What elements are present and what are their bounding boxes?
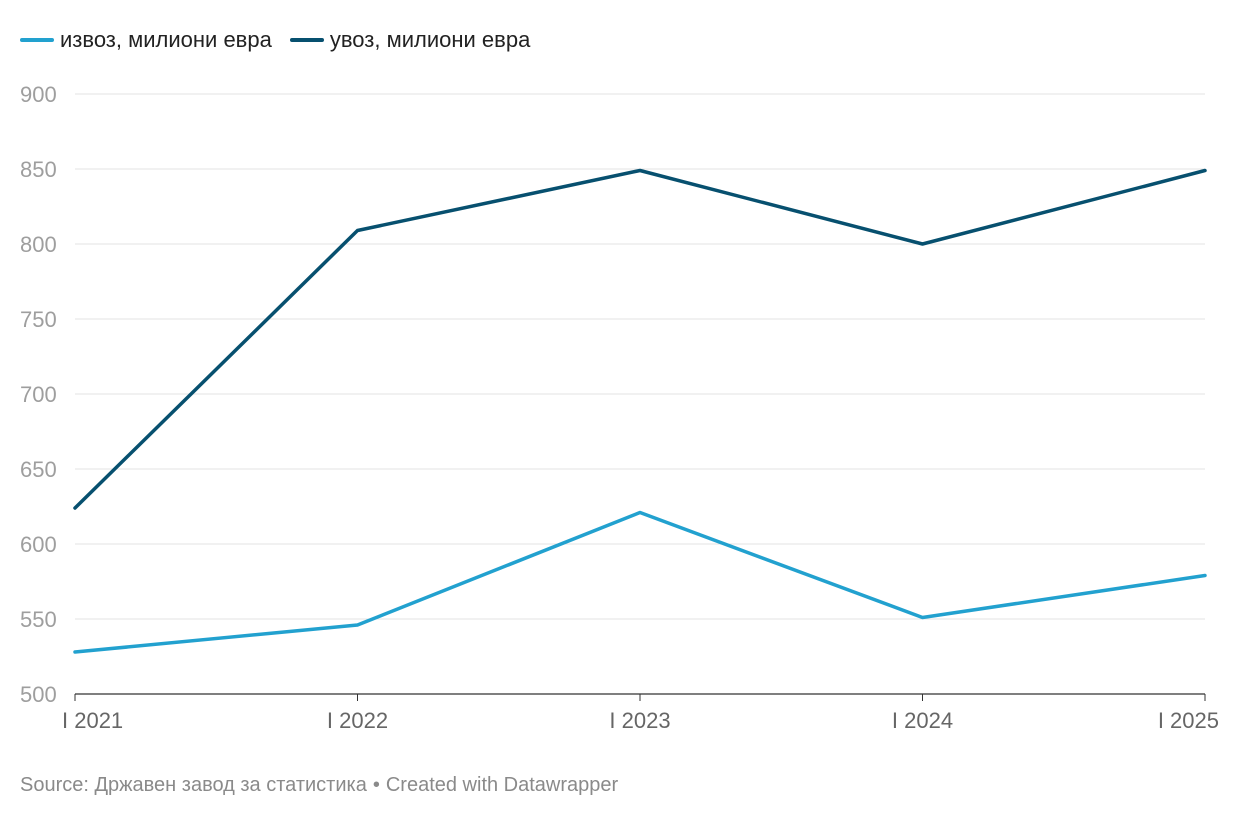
y-tick-label-700: 700 bbox=[20, 382, 57, 407]
chart-footer: Source: Државен завод за статистика • Crea… bbox=[20, 774, 618, 797]
series-lines bbox=[73, 168, 1207, 654]
x-tick-label-3: I 2024 bbox=[892, 708, 953, 733]
y-tick-label-750: 750 bbox=[20, 307, 57, 332]
legend-item-import: увоз, милиони евра bbox=[289, 27, 531, 53]
x-tick-label-2: I 2023 bbox=[609, 708, 670, 733]
x-tick-label-0: I 2021 bbox=[62, 708, 123, 733]
y-tick-label-500: 500 bbox=[20, 682, 57, 707]
y-axis-tick-labels: 500 550 600 650 700 750 800 850 900 bbox=[20, 82, 57, 707]
legend: извоз, милиони евра увоз, милиони евра bbox=[20, 27, 530, 53]
legend-label-export: извоз, милиони евра bbox=[60, 27, 272, 52]
y-tick-label-800: 800 bbox=[20, 232, 57, 257]
grid-lines bbox=[75, 93, 1205, 695]
series-line-export bbox=[73, 510, 1207, 654]
line-chart: 500 550 600 650 700 750 800 850 900 I 2021 I 2022… bbox=[20, 82, 1219, 733]
series-line-import bbox=[73, 168, 1207, 510]
y-tick-label-600: 600 bbox=[20, 532, 57, 557]
x-tick-label-4: I 2025 bbox=[1158, 708, 1219, 733]
y-tick-label-650: 650 bbox=[20, 457, 57, 482]
x-axis: I 2021 I 2022 I 2023 I 2024 I 2025 bbox=[62, 694, 1219, 733]
footer-separator: • bbox=[372, 774, 380, 796]
legend-label-import: увоз, милиони евра bbox=[329, 27, 531, 52]
credit-note: Created with Datawrapper bbox=[385, 774, 619, 796]
legend-swatch-export bbox=[20, 38, 54, 42]
y-tick-label-850: 850 bbox=[20, 157, 57, 182]
legend-swatch-import bbox=[289, 38, 324, 42]
legend-item-export: извоз, милиони евра bbox=[20, 27, 272, 53]
y-tick-label-550: 550 bbox=[20, 607, 57, 632]
x-tick-label-1: I 2022 bbox=[327, 708, 388, 733]
y-tick-label-900: 900 bbox=[20, 82, 57, 107]
source-note: Source: Државен завод за статистика bbox=[20, 774, 367, 796]
